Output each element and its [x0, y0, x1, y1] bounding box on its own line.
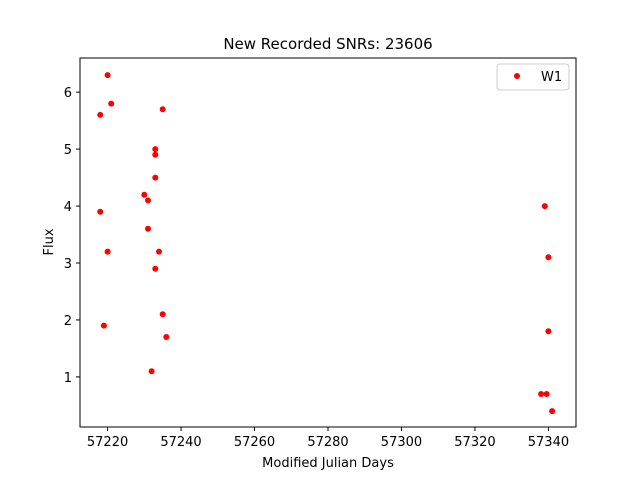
- y-tick-label: 6: [64, 86, 72, 101]
- y-axis-label: Flux: [42, 228, 57, 255]
- data-point: [545, 254, 552, 261]
- data-point: [100, 322, 107, 329]
- x-tick-label: 57320: [454, 435, 495, 450]
- data-point: [141, 191, 148, 198]
- x-tick-label: 57240: [160, 435, 201, 450]
- y-axis-ticks: 1 2 3 4 5 6: [64, 86, 80, 386]
- y-tick-label: 3: [64, 257, 72, 272]
- data-point: [145, 225, 151, 232]
- data-point: [104, 248, 111, 255]
- data-point: [152, 174, 159, 181]
- data-point: [541, 203, 548, 210]
- x-tick-label: 57280: [307, 435, 348, 450]
- y-tick-label: 2: [64, 314, 72, 329]
- legend-label-w1: W1: [541, 70, 562, 85]
- x-axis-label: Modified Julian Days: [262, 456, 394, 471]
- data-point: [108, 100, 115, 107]
- x-axis-ticks: 57220 57240 57260 57280 57300 57320 57340: [87, 427, 569, 450]
- data-point: [163, 334, 170, 340]
- data-point: [148, 368, 155, 375]
- x-tick-label: 57220: [87, 435, 128, 450]
- data-point: [543, 391, 550, 397]
- data-point: [152, 146, 159, 153]
- y-tick-label: 4: [64, 200, 72, 215]
- data-points: [97, 72, 556, 415]
- data-point: [152, 265, 159, 272]
- plot-area: [80, 58, 576, 427]
- y-tick-label: 5: [64, 143, 72, 158]
- data-point: [156, 248, 162, 255]
- data-point: [538, 391, 545, 397]
- legend: W1: [496, 63, 570, 91]
- data-point: [159, 106, 166, 113]
- x-tick-label: 57340: [528, 435, 569, 450]
- data-point: [104, 72, 111, 79]
- data-point: [159, 311, 166, 318]
- data-point: [97, 111, 104, 118]
- data-point: [549, 408, 556, 415]
- y-tick-label: 1: [64, 371, 72, 386]
- chart-title: New Recorded SNRs: 23606: [223, 35, 432, 53]
- data-point: [545, 328, 552, 335]
- legend-marker: [514, 73, 520, 79]
- x-tick-label: 57300: [381, 435, 422, 450]
- x-tick-label: 57260: [234, 435, 275, 450]
- data-point: [145, 197, 151, 204]
- data-point: [97, 208, 104, 215]
- data-point: [152, 151, 159, 158]
- plot-frame: [79, 57, 577, 428]
- legend-box: [496, 63, 570, 91]
